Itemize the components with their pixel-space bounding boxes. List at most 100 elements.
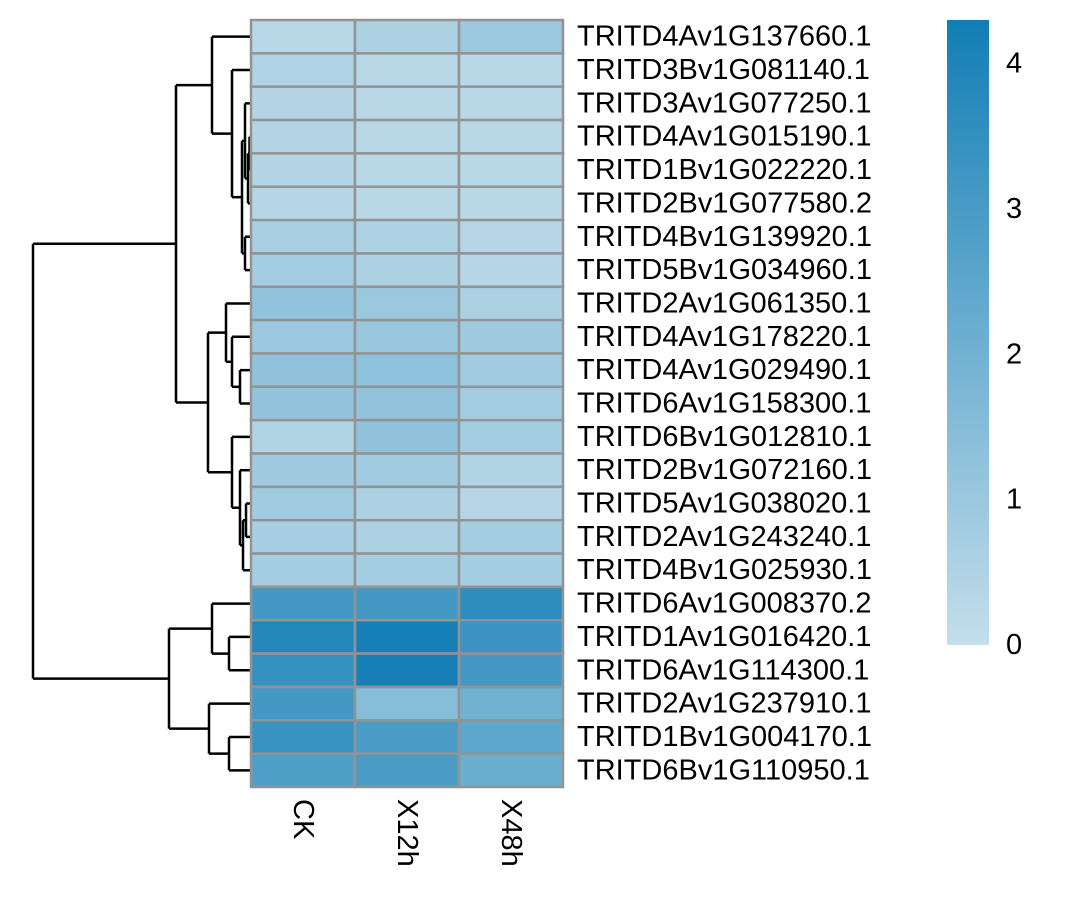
heatmap-cell: [353, 352, 461, 389]
heatmap-cell: [457, 385, 565, 422]
heatmap-cell: [457, 118, 565, 155]
heatmap-cell: [457, 418, 565, 455]
heatmap-cell: [249, 318, 357, 355]
row-label: TRITD6Bv1G110950.1: [577, 754, 870, 786]
heatmap-cell: [249, 452, 357, 489]
heatmap-cell: [457, 218, 565, 255]
legend-tick-label: 0: [1006, 629, 1022, 661]
row-label: TRITD6Av1G158300.1: [577, 388, 871, 420]
heatmap-cell: [457, 318, 565, 355]
column-label: X48h: [495, 799, 527, 867]
heatmap-cell: [457, 485, 565, 522]
heatmap-cell: [353, 185, 461, 222]
heatmap-cell: [249, 118, 357, 155]
heatmap-cell: [353, 252, 461, 289]
heatmap-cell: [353, 719, 461, 755]
heatmap-cell: [249, 252, 357, 289]
row-label: TRITD2Av1G243240.1: [577, 521, 871, 553]
row-label: TRITD3Bv1G081140.1: [577, 54, 870, 86]
heatmap-cell: [249, 52, 357, 88]
heatmap-cell: [353, 685, 461, 722]
row-labels: TRITD4Av1G137660.1TRITD3Bv1G081140.1TRIT…: [577, 21, 872, 787]
heatmap-cell: [353, 85, 461, 122]
heatmap-cell: [353, 285, 461, 322]
row-dendrogram: [31, 35, 251, 772]
heatmap-cell: [353, 452, 461, 489]
heatmap-cell: [249, 552, 357, 589]
heatmap-cell: [457, 452, 565, 489]
column-label: X12h: [391, 799, 423, 867]
heatmap-cell: [457, 585, 565, 622]
heatmap-cell: [249, 685, 357, 722]
heatmap-cell: [249, 518, 357, 555]
heatmap-cell: [249, 719, 357, 755]
legend-tick-label: 3: [1006, 193, 1022, 225]
heatmap-cell: [457, 285, 565, 322]
heatmap-cell: [249, 352, 357, 389]
heatmap-cell: [249, 418, 357, 455]
row-label: TRITD6Av1G114300.1: [577, 654, 869, 686]
heatmap-cell: [457, 518, 565, 555]
heatmap-cell: [249, 18, 357, 55]
heatmap-cell: [457, 252, 565, 289]
heatmap-cell: [353, 652, 461, 689]
heatmap-cell: [353, 518, 461, 555]
row-label: TRITD4Bv1G139920.1: [577, 221, 872, 253]
heatmap-cells: [249, 18, 565, 789]
row-label: TRITD4Av1G137660.1: [577, 21, 871, 53]
color-legend: 0 1 2 3 4: [947, 20, 1022, 661]
heatmap-cell: [353, 318, 461, 355]
legend-tick-label: 4: [1006, 48, 1022, 80]
heatmap-cell: [457, 52, 565, 88]
column-label: CK: [287, 799, 319, 840]
legend-tick-label: 1: [1006, 484, 1022, 516]
heatmap-cell: [457, 652, 565, 689]
row-label: TRITD4Av1G015190.1: [577, 121, 871, 153]
heatmap-cell: [353, 218, 461, 255]
heatmap-cell: [457, 552, 565, 589]
heatmap-cell: [457, 619, 565, 655]
column-labels: CK X12h X48h: [287, 799, 527, 867]
row-label: TRITD4Av1G029490.1: [577, 354, 871, 386]
heatmap-cell: [457, 185, 565, 222]
row-label: TRITD1Av1G016420.1: [577, 621, 871, 653]
row-label: TRITD6Av1G008370.2: [577, 588, 871, 620]
heatmap-cell: [457, 685, 565, 722]
row-label: TRITD4Bv1G025930.1: [577, 554, 872, 586]
heatmap-cell: [457, 719, 565, 755]
heatmap-cell: [353, 619, 461, 655]
row-label: TRITD3Av1G077250.1: [577, 87, 871, 119]
row-label: TRITD4Av1G178220.1: [577, 321, 871, 353]
heatmap-cell: [353, 585, 461, 622]
row-label: TRITD5Av1G038020.1: [577, 488, 871, 520]
heatmap-cell: [457, 152, 565, 188]
heatmap-cell: [249, 185, 357, 222]
row-label: TRITD2Av1G237910.1: [577, 688, 871, 720]
heatmap-cell: [249, 152, 357, 188]
heatmap-cell: [353, 152, 461, 188]
row-label: TRITD1Bv1G022220.1: [577, 154, 872, 186]
heatmap-cell: [249, 652, 357, 689]
heatmap-cell: [249, 385, 357, 422]
heatmap-cell: [249, 218, 357, 255]
heatmap-cell: [353, 385, 461, 422]
heatmap-cell: [353, 418, 461, 455]
heatmap-cell: [457, 18, 565, 55]
heatmap-cell: [249, 285, 357, 322]
heatmap-cell: [249, 619, 357, 655]
heatmap-cell: [353, 752, 461, 789]
row-label: TRITD1Bv1G004170.1: [577, 721, 872, 753]
heatmap-cell: [457, 752, 565, 789]
heatmap-cell: [249, 85, 357, 122]
row-label: TRITD2Av1G061350.1: [577, 287, 871, 319]
row-label: TRITD2Bv1G077580.2: [577, 187, 872, 219]
heatmap-cell: [353, 552, 461, 589]
heatmap-cell: [457, 85, 565, 122]
heatmap-cell: [249, 485, 357, 522]
row-label: TRITD2Bv1G072160.1: [577, 454, 872, 486]
legend-tick-label: 2: [1006, 338, 1022, 370]
heatmap-cell: [353, 52, 461, 88]
heatmap-cell: [353, 18, 461, 55]
heatmap-cell: [353, 485, 461, 522]
